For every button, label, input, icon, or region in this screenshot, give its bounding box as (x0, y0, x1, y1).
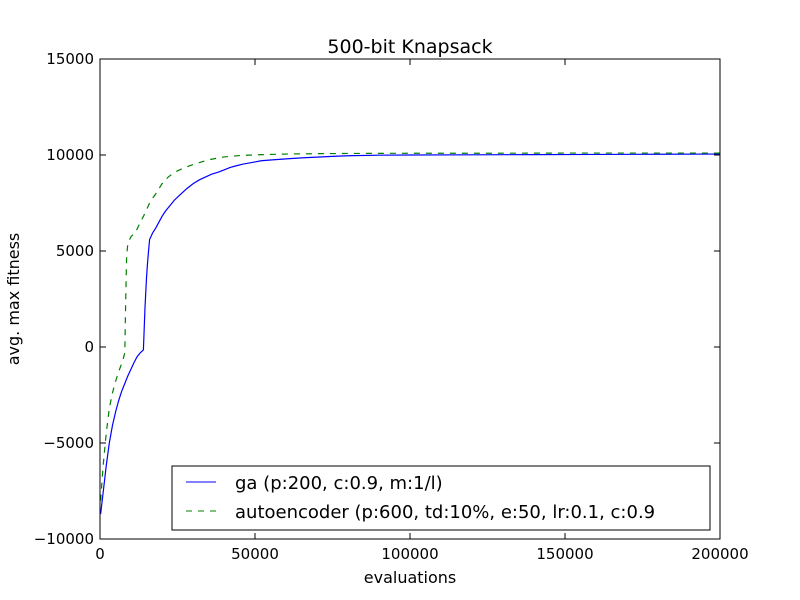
x-tick-label: 200000 (691, 545, 748, 563)
x-tick-label: 150000 (536, 545, 593, 563)
y-axis-title: avg. max fitness (4, 233, 23, 366)
y-tick-label: −5000 (43, 434, 94, 452)
x-tick-label: 50000 (231, 545, 279, 563)
legend-box (171, 465, 711, 531)
y-tick-label: 0 (84, 338, 94, 356)
series-layer (100, 152, 721, 515)
x-tick-label: 0 (95, 545, 105, 563)
y-tick-label: 10000 (46, 146, 94, 164)
series-line-0 (100, 153, 721, 515)
ticks-layer: 0 50000 100000 150000 200000 −10000 −5000 0 5000… (34, 50, 749, 563)
x-axis-title: evaluations (364, 568, 457, 587)
y-tick-label: 5000 (56, 242, 94, 260)
y-tick-label: 15000 (46, 50, 94, 68)
chart-title: 500-bit Knapsack (327, 36, 492, 58)
x-tick-label: 100000 (381, 545, 438, 563)
plot-frame (99, 58, 721, 540)
legend-label-ga: ga (p:200, c:0.9, m:1/l) (235, 473, 443, 494)
legend: ga (p:200, c:0.9, m:1/l) autoencoder (p:… (171, 465, 711, 531)
series-line-1 (100, 152, 720, 501)
y-tick-label: −10000 (34, 530, 94, 548)
legend-label-autoencoder: autoencoder (p:600, td:10%, e:50, lr:0.1… (235, 502, 655, 523)
